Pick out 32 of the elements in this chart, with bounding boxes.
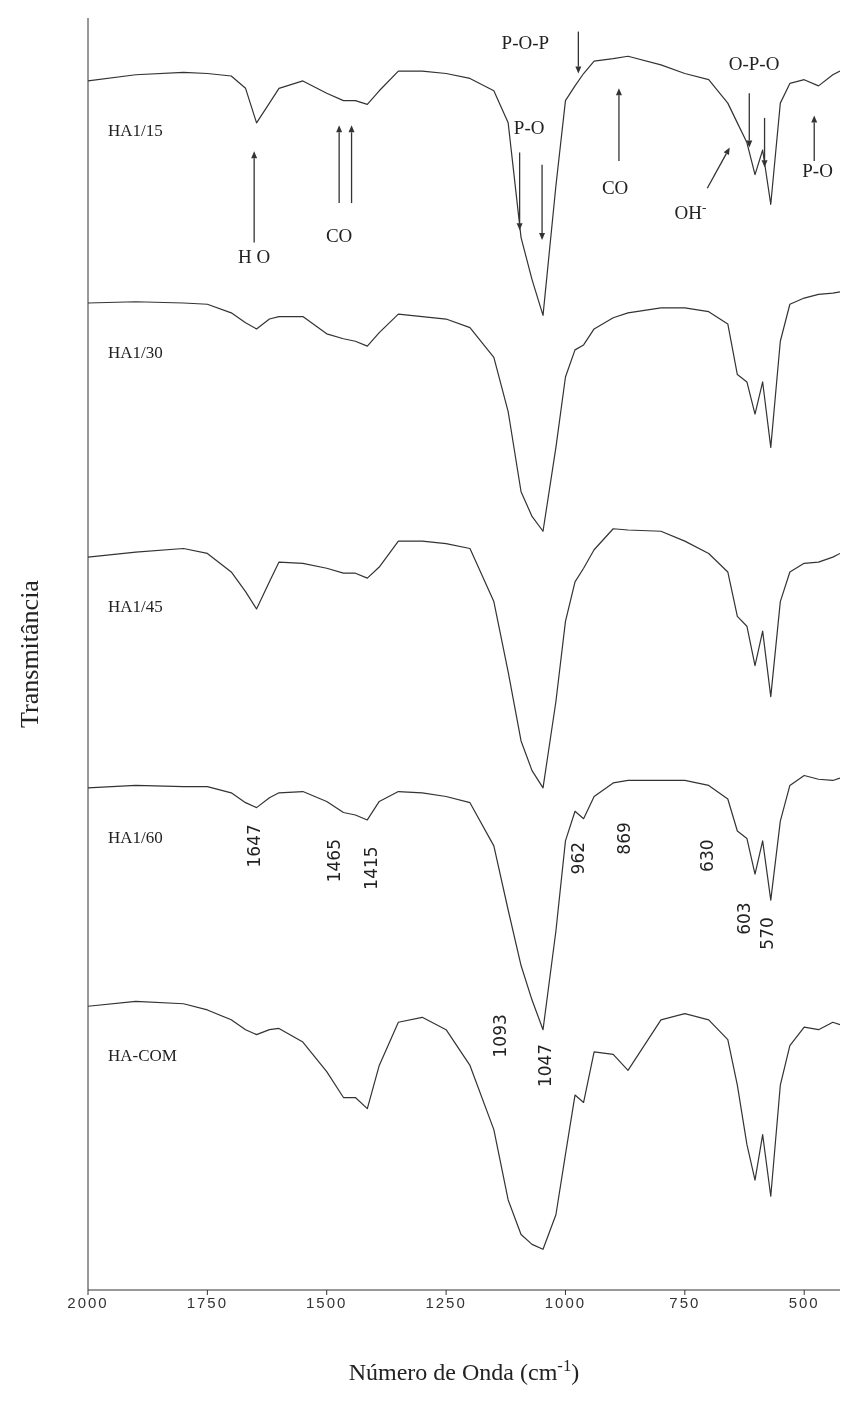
annotation: 1047 xyxy=(534,1043,555,1088)
x-tick-label: 750 xyxy=(669,1293,701,1311)
x-tick-label: 1250 xyxy=(425,1293,467,1311)
annotation: 1093 xyxy=(490,1014,511,1058)
annotation: H O xyxy=(238,246,271,268)
x-tick-label: 1000 xyxy=(544,1293,587,1311)
x-tick-label: 500 xyxy=(788,1293,820,1311)
annotation: 1465 xyxy=(323,839,344,883)
annotation: P-O xyxy=(802,159,833,181)
text: HA1/45 xyxy=(108,597,163,617)
annotation: 869 xyxy=(614,822,635,855)
text: P-O-P xyxy=(501,31,550,53)
text: HA1/60 xyxy=(108,827,163,847)
annotation: 1647 xyxy=(244,824,265,868)
annotation: 1415 xyxy=(361,846,382,890)
text: HA1/30 xyxy=(108,343,163,362)
x-tick-label: 2000 xyxy=(67,1293,109,1311)
x-axis-title: Número de Onda (cm$^{-1}$) xyxy=(348,1355,580,1385)
annotation: CO xyxy=(601,177,629,199)
annotation: 962 xyxy=(568,841,589,875)
x-tick-label: 1500 xyxy=(306,1293,348,1311)
annotation: CO xyxy=(325,225,353,247)
annotation: OH$^{-}$ xyxy=(674,199,707,223)
annotation: P-O xyxy=(513,116,545,138)
annotation: 630 xyxy=(697,839,718,872)
text: HA-COM xyxy=(108,1046,177,1066)
x-tick-label: 1750 xyxy=(186,1293,229,1311)
annotation: O-P-O xyxy=(728,52,780,74)
annotation: 603 xyxy=(734,902,755,935)
text: HA1/15 xyxy=(108,120,163,140)
annotation: 570 xyxy=(757,917,778,950)
y-axis-title: Transmitância xyxy=(15,579,44,728)
